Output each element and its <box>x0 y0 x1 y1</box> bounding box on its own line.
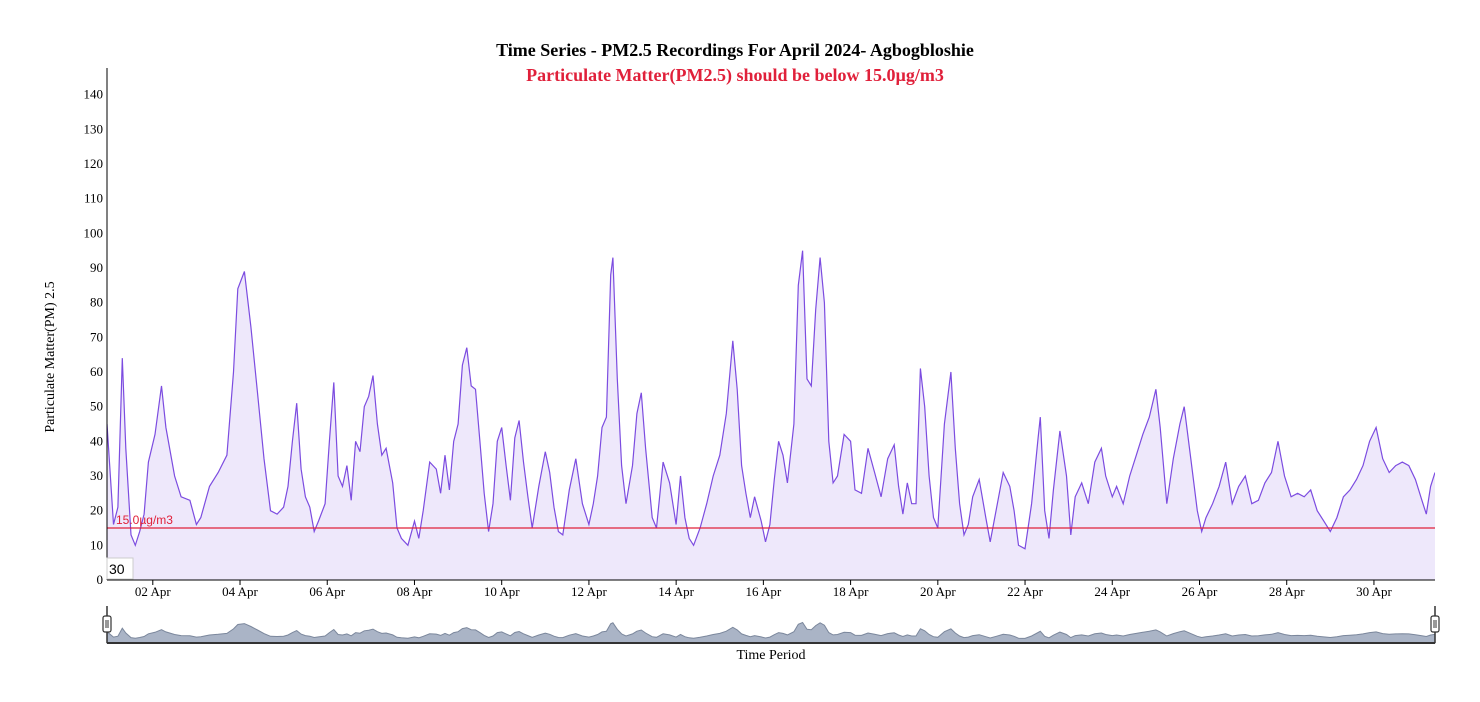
x-tick-label: 04 Apr <box>222 584 258 599</box>
chart-title: Time Series - PM2.5 Recordings For April… <box>496 40 974 60</box>
x-tick-label: 26 Apr <box>1182 584 1218 599</box>
threshold-label: 15.0µg/m3 <box>116 513 173 527</box>
pm25-area <box>107 250 1435 580</box>
y-tick-label: 140 <box>84 87 104 102</box>
x-tick-label: 06 Apr <box>309 584 345 599</box>
navigator[interactable] <box>102 606 1440 644</box>
x-tick-label: 18 Apr <box>833 584 869 599</box>
plot-area[interactable]: 15.0µg/m3 <box>107 250 1435 580</box>
y-tick-label: 130 <box>84 121 104 136</box>
x-tick-label: 30 Apr <box>1356 584 1392 599</box>
y-tick-label: 20 <box>90 503 103 518</box>
y-tick-label: 10 <box>90 537 103 552</box>
x-tick-label: 12 Apr <box>571 584 607 599</box>
x-tick-label: 10 Apr <box>484 584 520 599</box>
y-tick-label: 80 <box>90 295 103 310</box>
y-tick-label: 110 <box>84 191 103 206</box>
navigator-area <box>106 621 1436 644</box>
y-tick-label: 100 <box>84 225 104 240</box>
x-tick-label: 16 Apr <box>745 584 781 599</box>
y-tick-label: 0 <box>97 572 104 587</box>
x-axis-label: Time Period <box>736 648 805 663</box>
x-tick-label: 14 Apr <box>658 584 694 599</box>
y-tick-label: 40 <box>90 433 103 448</box>
y-tick-label: 120 <box>84 156 104 171</box>
y-tick-label: 60 <box>90 364 103 379</box>
pm25-line[interactable] <box>107 250 1435 550</box>
x-tick-label: 24 Apr <box>1094 584 1130 599</box>
y-tick-label: 50 <box>90 399 103 414</box>
chart-subtitle: Particulate Matter(PM2.5) should be belo… <box>526 65 944 85</box>
y-tick-label: 90 <box>90 260 103 275</box>
navigator-right-handle[interactable] <box>1430 615 1440 633</box>
y-axis: 0 10 20 30 40 50 60 70 80 90 100 110 120 130 140 <box>84 68 108 587</box>
hover-value: 30 <box>109 561 125 577</box>
x-axis: 02 Apr 04 Apr 06 Apr 08 Apr 10 Apr 12 Apr 14 A… <box>107 579 1435 599</box>
y-axis-label: Particulate Matter(PM) 2.5 <box>43 281 58 432</box>
x-tick-label: 28 Apr <box>1269 584 1305 599</box>
navigator-left-handle[interactable] <box>102 615 112 633</box>
y-tick-label: 30 <box>90 468 103 483</box>
x-tick-label: 08 Apr <box>397 584 433 599</box>
x-tick-label: 22 Apr <box>1007 584 1043 599</box>
x-tick-label: 20 Apr <box>920 584 956 599</box>
x-tick-label: 02 Apr <box>135 584 171 599</box>
hover-value-box: 30 <box>106 557 134 580</box>
y-tick-label: 70 <box>90 329 103 344</box>
